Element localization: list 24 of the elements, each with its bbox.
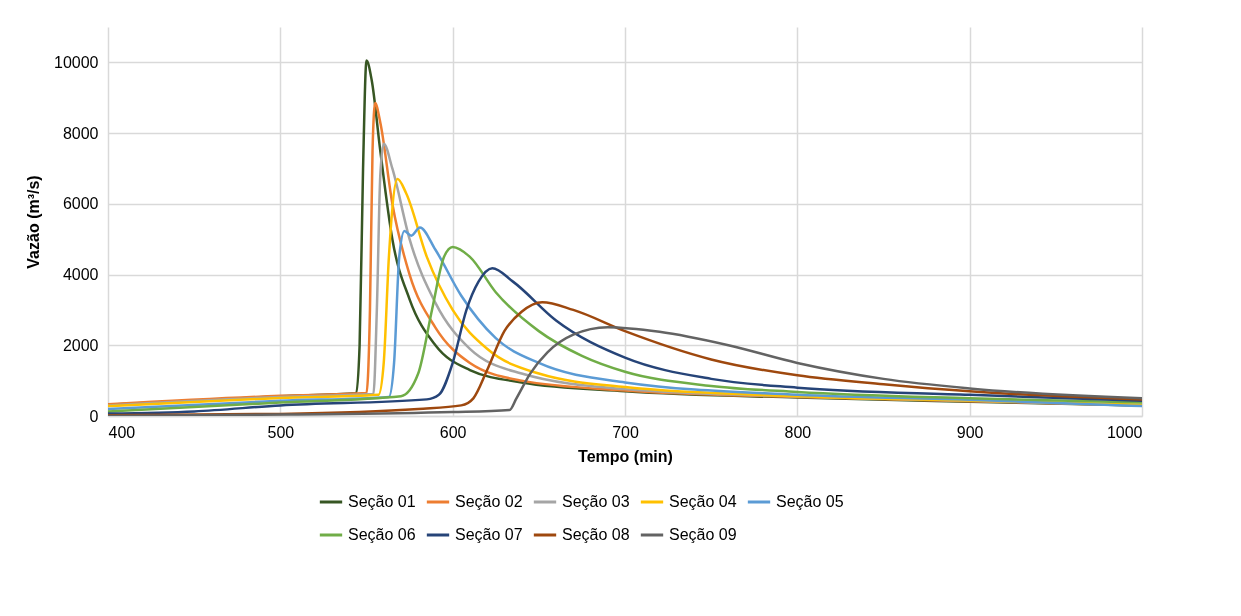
legend-label: Seção 08 — [562, 526, 630, 543]
x-tick-label: 400 — [108, 423, 136, 441]
y-tick-label: 4000 — [62, 266, 99, 284]
legend-label: Seção 09 — [669, 526, 737, 543]
legend-label: Seção 02 — [455, 493, 523, 510]
y-tick-label: 2000 — [62, 336, 99, 354]
x-tick-label: 600 — [439, 423, 467, 441]
y-tick-label: 10000 — [54, 53, 99, 71]
x-tick-label: 800 — [784, 423, 812, 441]
legend-label: Seção 05 — [776, 493, 844, 510]
legend-label: Seção 03 — [562, 493, 630, 510]
y-tick-label: 8000 — [62, 124, 99, 142]
y-tick-label: 0 — [89, 407, 99, 425]
x-tick-label: 1000 — [1106, 423, 1143, 441]
x-tick-label: 500 — [267, 423, 295, 441]
legend-label: Seção 01 — [348, 493, 416, 510]
x-tick-label: 700 — [612, 423, 639, 441]
legend-label: Seção 07 — [455, 526, 523, 543]
legend-label: Seção 04 — [669, 493, 737, 510]
x-tick-label: 900 — [956, 423, 984, 441]
legend-label: Seção 06 — [348, 526, 416, 543]
y-axis-title: Vazão (m³/s) — [25, 175, 43, 269]
x-axis-title: Tempo (min) — [578, 447, 673, 465]
y-tick-label: 6000 — [62, 195, 99, 213]
